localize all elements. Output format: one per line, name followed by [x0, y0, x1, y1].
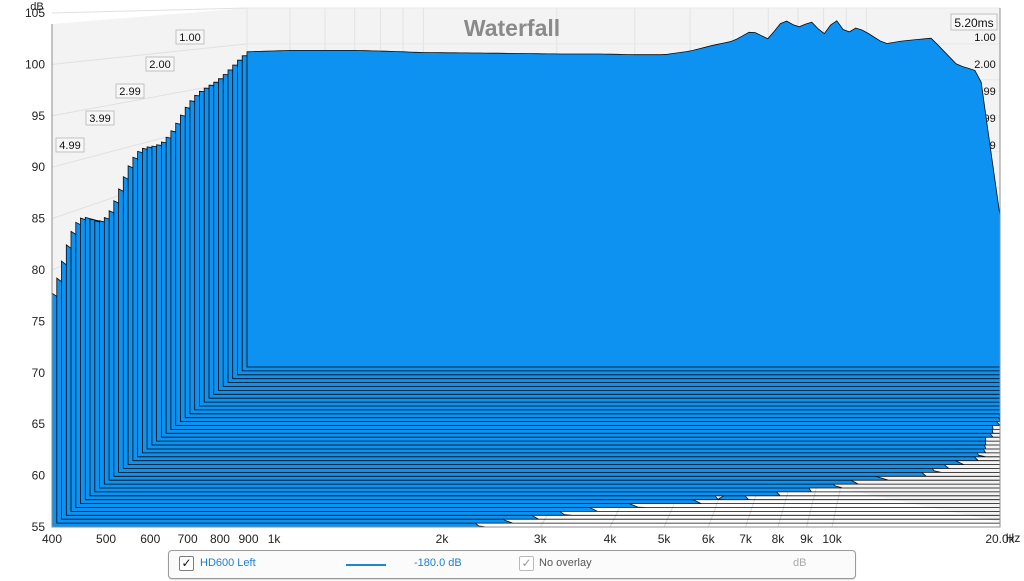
x-tick-label: 2k: [436, 532, 450, 546]
waterfall-slice: [246, 20, 1001, 368]
x-tick-label: 400: [42, 532, 62, 546]
x-tick-label: 8k: [772, 532, 786, 546]
time-label-box: [85, 110, 115, 126]
y-tick-label: 95: [32, 109, 46, 123]
y-axis-unit-label: dB: [30, 1, 43, 13]
time-end-box: [950, 13, 998, 31]
time-label-left: 1.00: [175, 29, 205, 45]
time-label-box: [145, 56, 175, 72]
time-end-label: 5.20ms: [950, 13, 998, 31]
time-label-text: 1.00: [974, 32, 995, 44]
axis-ticks: 55 60 65 70 75 80 85 90 95 100 105 400 500 600 700 800 9…: [25, 6, 1016, 546]
trace-name-label: HD600 Left: [200, 557, 256, 569]
time-label-right: 2.00: [974, 59, 995, 71]
plot-frame: [51, 8, 1001, 528]
x-tick-label: 20.0k: [985, 532, 1015, 546]
trace-value-label: -180.0 dB: [414, 557, 462, 569]
y-tick-label: 75: [32, 314, 46, 328]
time-label-right: 1.00: [974, 32, 995, 44]
chart-title: Waterfall: [464, 15, 560, 41]
trace-visibility-checkbox[interactable]: ✓: [179, 556, 194, 571]
x-axis-unit-label: Hz: [1006, 531, 1021, 545]
db-grid-line: [51, 43, 248, 65]
y-tick-label: 90: [32, 160, 46, 174]
x-tick-label: 600: [140, 532, 160, 546]
time-label-text: 3.99: [89, 113, 110, 125]
time-end-text: 5.20ms: [954, 16, 993, 30]
waterfall-slices: [51, 20, 1001, 528]
x-tick-label: 700: [178, 532, 198, 546]
time-label-text: 2.00: [974, 59, 995, 71]
x-tick-label: 7k: [739, 532, 753, 546]
time-label-text: 2.99: [119, 86, 140, 98]
time-label-text: 4.99: [59, 140, 80, 152]
x-tick-label: 900: [238, 532, 258, 546]
y-tick-label: 80: [32, 263, 46, 277]
overlay-label: No overlay: [539, 557, 592, 569]
db-grid-line: [51, 7, 248, 14]
y-tick-label: 65: [32, 417, 46, 431]
y-tick-label: 70: [32, 366, 46, 380]
y-tick-label: 60: [32, 469, 46, 483]
x-tick-label: 9k: [800, 532, 814, 546]
y-tick-label: 105: [25, 6, 45, 20]
x-tick-label: 800: [210, 532, 230, 546]
time-label-left: 2.00: [145, 56, 175, 72]
x-tick-label: 500: [96, 532, 116, 546]
trace-line-swatch: [346, 564, 386, 566]
x-tick-label: 4k: [604, 532, 618, 546]
x-tick-label: 6k: [702, 532, 716, 546]
y-tick-label: 100: [25, 57, 45, 71]
time-label-text: 2.00: [149, 59, 170, 71]
time-label-left: 4.99: [55, 137, 85, 153]
time-label-box: [175, 29, 205, 45]
legend-bar: ✓ HD600 Left -180.0 dB ✓ No overlay dB: [168, 550, 856, 579]
time-label-text: 1.00: [179, 32, 200, 44]
time-label-box: [55, 137, 85, 153]
overlay-checkbox[interactable]: ✓: [519, 556, 534, 571]
time-label-left: 3.99: [85, 110, 115, 126]
y-tick-label: 55: [32, 520, 46, 534]
x-tick-label: 5k: [658, 532, 672, 546]
time-label-box: [115, 83, 145, 99]
x-tick-label: 10k: [822, 532, 842, 546]
overlay-unit-label: dB: [793, 557, 807, 569]
x-tick-label: 3k: [534, 532, 548, 546]
y-tick-label: 85: [32, 212, 46, 226]
x-tick-label: 1k: [268, 532, 282, 546]
time-label-left: 2.99: [115, 83, 145, 99]
